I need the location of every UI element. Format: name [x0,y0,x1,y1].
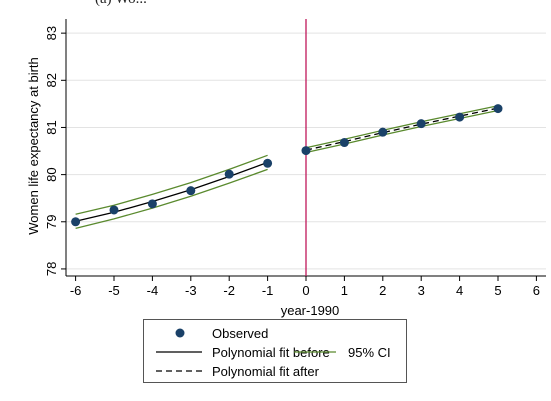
observed-point [339,138,349,148]
y-tick-label: 78 [44,262,59,276]
legend-observed-marker [175,328,185,338]
x-tick-label: 1 [341,283,348,298]
legend-fit-after-label: Polynomial fit after [212,363,319,379]
legend-item-observed: Observed [152,324,268,342]
x-tick-label: 3 [418,283,425,298]
legend-observed-label: Observed [212,325,269,341]
x-tick-label: 5 [494,283,501,298]
x-tick-label: -5 [108,283,120,298]
x-tick-label: 0 [302,283,309,298]
ci-upper-after [305,105,499,149]
y-tick-label: 82 [44,73,59,87]
ci-lower-after [305,109,499,154]
x-tick-label: -4 [147,283,159,298]
observed-point [416,119,426,129]
observed-point [71,217,81,227]
ci-lower-before [75,168,268,230]
ci-upper-before [75,154,268,215]
legend-item-fit-before: Polynomial fit before [152,343,330,361]
observed-point [301,146,311,156]
legend-item-fit-after: Polynomial fit after [152,362,319,380]
observed-point [109,205,119,215]
x-tick-label: -1 [262,283,274,298]
observed-point [224,169,234,179]
legend-fit-before-label: Polynomial fit before [212,344,330,360]
legend-item-ci: 95% CI [292,343,391,361]
observed-point [493,104,503,114]
x-tick-label: -2 [223,283,235,298]
observed-point [186,186,196,196]
x-tick-label: 6 [533,283,540,298]
x-tick-label: -3 [185,283,197,298]
y-axis-label: Women life expectancy at birth [26,57,41,235]
chart-title-partial: (a) Wo... [95,0,147,8]
observed-point [147,199,157,209]
fit-line-before [75,161,268,222]
observed-point [455,112,465,122]
y-tick-label: 81 [44,120,59,134]
fit-line-after [305,107,499,151]
chart-plot: 78 79 80 81 82 83 -6 -5 -4 -3 -2 -1 0 1 2 3 4 5 6 Women li… [26,19,546,318]
x-axis-label: year-1990 [281,303,340,318]
observed-point [378,127,388,137]
y-tick-label: 83 [44,26,59,40]
y-tick-label: 79 [44,215,59,229]
observed-point [263,158,273,168]
y-tick-label: 80 [44,167,59,181]
x-tick-label: 4 [456,283,463,298]
x-tick-label: -6 [70,283,82,298]
x-tick-label: 2 [379,283,386,298]
legend-ci-label: 95% CI [348,344,391,360]
legend: Observed Polynomial fit before Polynomia… [143,319,407,383]
